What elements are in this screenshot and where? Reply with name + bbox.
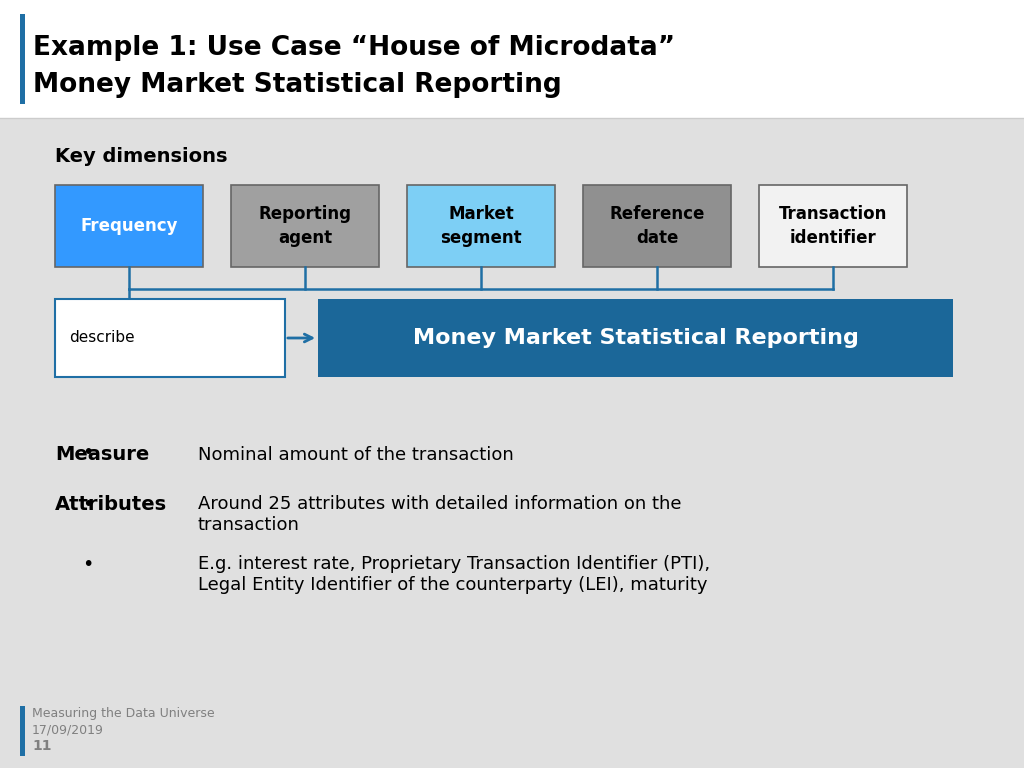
Bar: [20, 14, 25, 104]
Text: •: •: [82, 495, 93, 515]
Text: E.g. interest rate, Proprietary Transaction Identifier (PTI),: E.g. interest rate, Proprietary Transact…: [198, 555, 710, 573]
Bar: [0, 118, 1024, 768]
Text: Around 25 attributes with detailed information on the: Around 25 attributes with detailed infor…: [198, 495, 682, 513]
Bar: [583, 185, 731, 267]
Text: transaction: transaction: [198, 516, 300, 534]
Bar: [0, 0, 1024, 118]
Text: Measure: Measure: [55, 445, 150, 465]
Bar: [55, 299, 285, 377]
Bar: [318, 299, 953, 377]
Text: Reference
date: Reference date: [609, 205, 705, 247]
Text: Market
segment: Market segment: [440, 205, 522, 247]
Text: Key dimensions: Key dimensions: [55, 147, 227, 167]
Text: Reporting
agent: Reporting agent: [258, 205, 351, 247]
Bar: [407, 185, 555, 267]
Text: Legal Entity Identifier of the counterparty (LEI), maturity: Legal Entity Identifier of the counterpa…: [198, 576, 708, 594]
Text: 17/09/2019: 17/09/2019: [32, 723, 103, 737]
Text: Transaction
identifier: Transaction identifier: [779, 205, 887, 247]
Text: Money Market Statistical Reporting: Money Market Statistical Reporting: [413, 328, 858, 348]
Bar: [759, 185, 907, 267]
Text: describe: describe: [69, 330, 134, 346]
Text: Frequency: Frequency: [80, 217, 178, 235]
Text: Measuring the Data Universe: Measuring the Data Universe: [32, 707, 215, 720]
Text: •: •: [82, 555, 93, 574]
Text: Nominal amount of the transaction: Nominal amount of the transaction: [198, 446, 514, 464]
Text: Attributes: Attributes: [55, 495, 167, 515]
Text: Example 1: Use Case “House of Microdata”: Example 1: Use Case “House of Microdata”: [33, 35, 675, 61]
Bar: [20, 706, 25, 756]
Text: •: •: [82, 443, 93, 462]
Bar: [231, 185, 379, 267]
Text: Money Market Statistical Reporting: Money Market Statistical Reporting: [33, 72, 562, 98]
Bar: [55, 185, 203, 267]
Text: 11: 11: [32, 739, 51, 753]
